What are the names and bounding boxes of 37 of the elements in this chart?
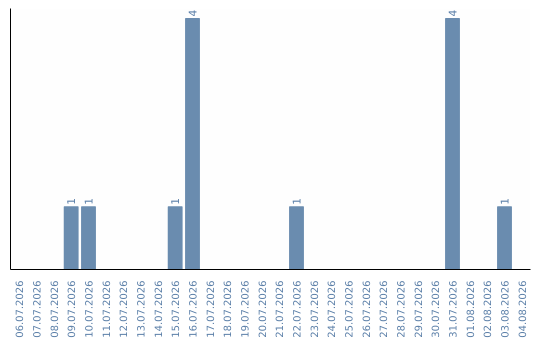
x-tick-label: 22.07.2026	[292, 280, 304, 338]
x-tick-label: 04.08.2026	[518, 280, 529, 338]
data-label: 1	[498, 198, 512, 205]
data-label: 4	[186, 10, 200, 17]
x-tick-label: 07.07.2026	[32, 280, 44, 338]
x-tick-label: 10.07.2026	[84, 280, 96, 338]
x-tick-label: 13.07.2026	[136, 280, 148, 338]
x-tick-label: 19.07.2026	[240, 280, 252, 338]
data-label: 1	[82, 198, 96, 205]
x-tick-label: 09.07.2026	[67, 280, 78, 338]
x-tick-label: 29.07.2026	[414, 280, 425, 338]
data-label: 1	[169, 198, 182, 205]
x-tick-label: 24.07.2026	[327, 280, 338, 338]
x-tick-label: 21.07.2026	[275, 280, 286, 338]
data-label: 1	[65, 198, 78, 205]
x-tick-label: 28.07.2026	[396, 280, 408, 338]
x-tick-label: 30.07.2026	[431, 280, 442, 338]
x-tick-label: 23.07.2026	[310, 280, 321, 338]
x-tick-label: 12.07.2026	[119, 280, 130, 338]
x-tick-label: 17.07.2026	[206, 280, 217, 338]
x-tick-label: 11.07.2026	[102, 280, 113, 338]
data-label: 4	[446, 10, 460, 17]
x-tick-label: 08.07.2026	[50, 280, 61, 338]
x-tick-label: 03.08.2026	[500, 280, 512, 338]
x-tick-label: 26.07.2026	[362, 280, 373, 338]
x-tick-label: 31.07.2026	[448, 280, 460, 338]
x-tick-label: 01.08.2026	[466, 280, 477, 338]
x-tick-label: 15.07.2026	[171, 280, 182, 338]
x-tick-label: 06.07.2026	[15, 280, 26, 338]
x-tick-label: 18.07.2026	[223, 280, 234, 338]
x-tick-label: 14.07.2026	[154, 280, 165, 338]
x-tick-label: 25.07.2026	[344, 280, 356, 338]
x-tick-label: 20.07.2026	[258, 280, 269, 338]
x-tick-label: 27.07.2026	[379, 280, 390, 338]
data-label: 1	[290, 198, 304, 205]
x-tick-label: 02.08.2026	[483, 280, 494, 338]
x-tick-label: 16.07.2026	[188, 280, 200, 338]
